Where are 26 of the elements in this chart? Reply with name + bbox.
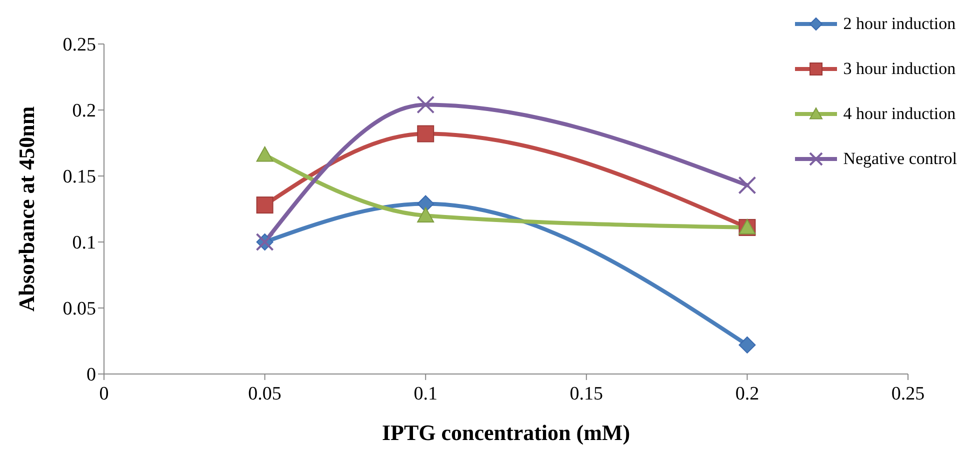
point — [417, 207, 434, 222]
y-tick-label: 0.05 — [62, 298, 96, 320]
point — [417, 195, 434, 212]
legend-label: 4 hour induction — [843, 104, 956, 124]
legend-label: 3 hour induction — [843, 59, 956, 79]
y-tick-label: 0.15 — [62, 166, 96, 188]
x-tick-label: 0.15 — [570, 383, 604, 404]
y-axis-title: Absorbance at 450nm — [14, 106, 39, 312]
point — [417, 125, 434, 142]
x-axis-title: IPTG concentration (mM) — [382, 420, 630, 445]
point — [416, 96, 435, 114]
legend-label: 2 hour induction — [843, 14, 956, 34]
y-tick-label: 0 — [86, 364, 96, 386]
y-tick-label: 0.25 — [62, 34, 96, 56]
point — [256, 196, 274, 214]
x-tick-label: 0 — [99, 383, 109, 404]
y-tick-label: 0.2 — [72, 100, 96, 122]
x-tick-label: 0.1 — [414, 383, 438, 404]
point — [256, 146, 274, 162]
x-tick-label: 0.05 — [248, 383, 282, 404]
x-tick-label: 0.2 — [735, 383, 760, 404]
point — [738, 336, 756, 354]
legend-label: Negative control — [843, 149, 957, 169]
y-tick-label: 0.1 — [72, 232, 96, 254]
x-tick-label: 0.25 — [891, 383, 925, 404]
point — [738, 176, 756, 194]
